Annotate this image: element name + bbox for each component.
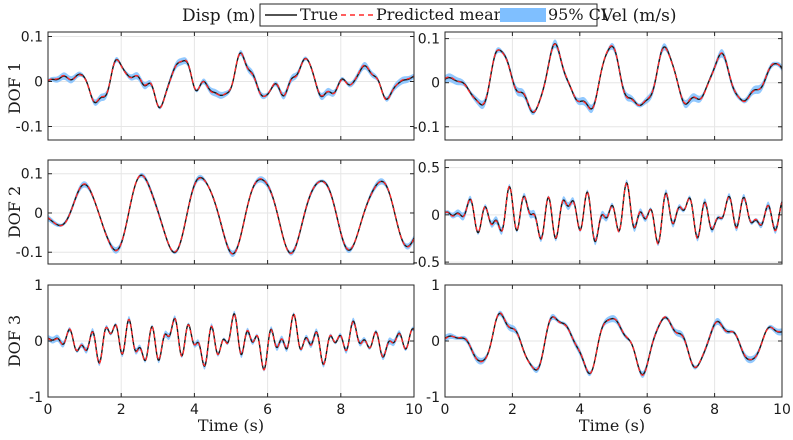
- y-tick-label: 0: [34, 334, 43, 350]
- y-tick-label: 0: [431, 76, 440, 92]
- axes-box: [444, 159, 783, 265]
- x-tick-label: 6: [643, 402, 652, 418]
- axes-box: [47, 159, 415, 265]
- y-tick-label: -0.1: [16, 120, 43, 136]
- legend-true-label: True: [300, 5, 338, 24]
- ci-band: [445, 39, 782, 116]
- y-tick-label: 0: [431, 208, 440, 224]
- panel-4: -0.5 0 0.5: [413, 159, 783, 271]
- x-tick-label: 10: [405, 402, 423, 418]
- y-tick-label: -1: [426, 390, 440, 406]
- panel-1: -0.1 0 0.1: [16, 30, 415, 141]
- y-tick-label: 1: [431, 278, 440, 294]
- row-label-dof1: DOF 1: [5, 62, 24, 114]
- disp-column-title: Disp (m): [182, 6, 255, 26]
- predicted-mean-line: [47, 52, 415, 109]
- panel-2: -0.1 0 0.1: [413, 31, 783, 141]
- y-tick-label: -0.1: [16, 245, 43, 261]
- predicted-mean-line: [47, 174, 415, 255]
- panel-3: -0.1 0 0.1: [16, 159, 415, 265]
- vel-column-title: Vel (m/s): [600, 6, 676, 26]
- y-tick-label: 0: [34, 75, 43, 91]
- x-tick-label: 0: [44, 402, 53, 418]
- y-tick-label: -0.1: [413, 120, 440, 136]
- y-tick-label: 0: [431, 334, 440, 350]
- row-label-dof3: DOF 3: [5, 315, 24, 367]
- x-tick-label: 10: [773, 402, 791, 418]
- axes-box: [47, 31, 415, 141]
- y-tick-label: -0.5: [413, 255, 440, 271]
- panels: -0.100.1-0.100.1-0.100.1-0.500.50 2 4 6 8 10-…: [16, 30, 791, 419]
- y-tick-label: 0.5: [418, 161, 440, 177]
- panel-6: 0 2 4 6 8 10-101: [426, 278, 791, 418]
- true-line: [444, 43, 783, 114]
- legend-pred-label: Predicted mean: [376, 5, 504, 24]
- ci-band: [48, 50, 414, 110]
- x-tick-label: 6: [263, 402, 272, 418]
- panel-background: [445, 160, 782, 264]
- predicted-mean-line: [47, 313, 415, 371]
- x-axis-label-left: Time (s): [198, 416, 264, 435]
- legend-ci-label: 95% CI: [548, 5, 607, 24]
- x-tick-label: 4: [575, 402, 584, 418]
- ci-band: [48, 172, 414, 257]
- predicted-mean-line: [444, 182, 783, 245]
- legend: True Predicted mean 95% CI: [259, 3, 607, 27]
- panel-background: [48, 160, 414, 264]
- y-tick-label: -1: [29, 390, 43, 406]
- y-tick-label: 0: [34, 206, 43, 222]
- panel-5: 0 2 4 6 8 10-101: [29, 278, 423, 418]
- x-tick-label: 0: [441, 402, 450, 418]
- x-tick-label: 8: [336, 402, 345, 418]
- x-tick-label: 4: [190, 402, 199, 418]
- y-tick-label: 0.1: [21, 30, 43, 46]
- x-axis-label-right: Time (s): [579, 416, 645, 435]
- predicted-mean-line: [444, 312, 783, 376]
- x-tick-label: 2: [117, 402, 126, 418]
- axes-box: [444, 31, 783, 141]
- x-tick-label: 2: [508, 402, 517, 418]
- row-label-dof2: DOF 2: [5, 186, 24, 238]
- y-tick-label: 1: [34, 278, 43, 294]
- x-tick-label: 8: [710, 402, 719, 418]
- y-tick-label: 0.1: [418, 32, 440, 48]
- legend-ci-swatch: [500, 8, 546, 22]
- y-tick-label: 0.1: [21, 167, 43, 183]
